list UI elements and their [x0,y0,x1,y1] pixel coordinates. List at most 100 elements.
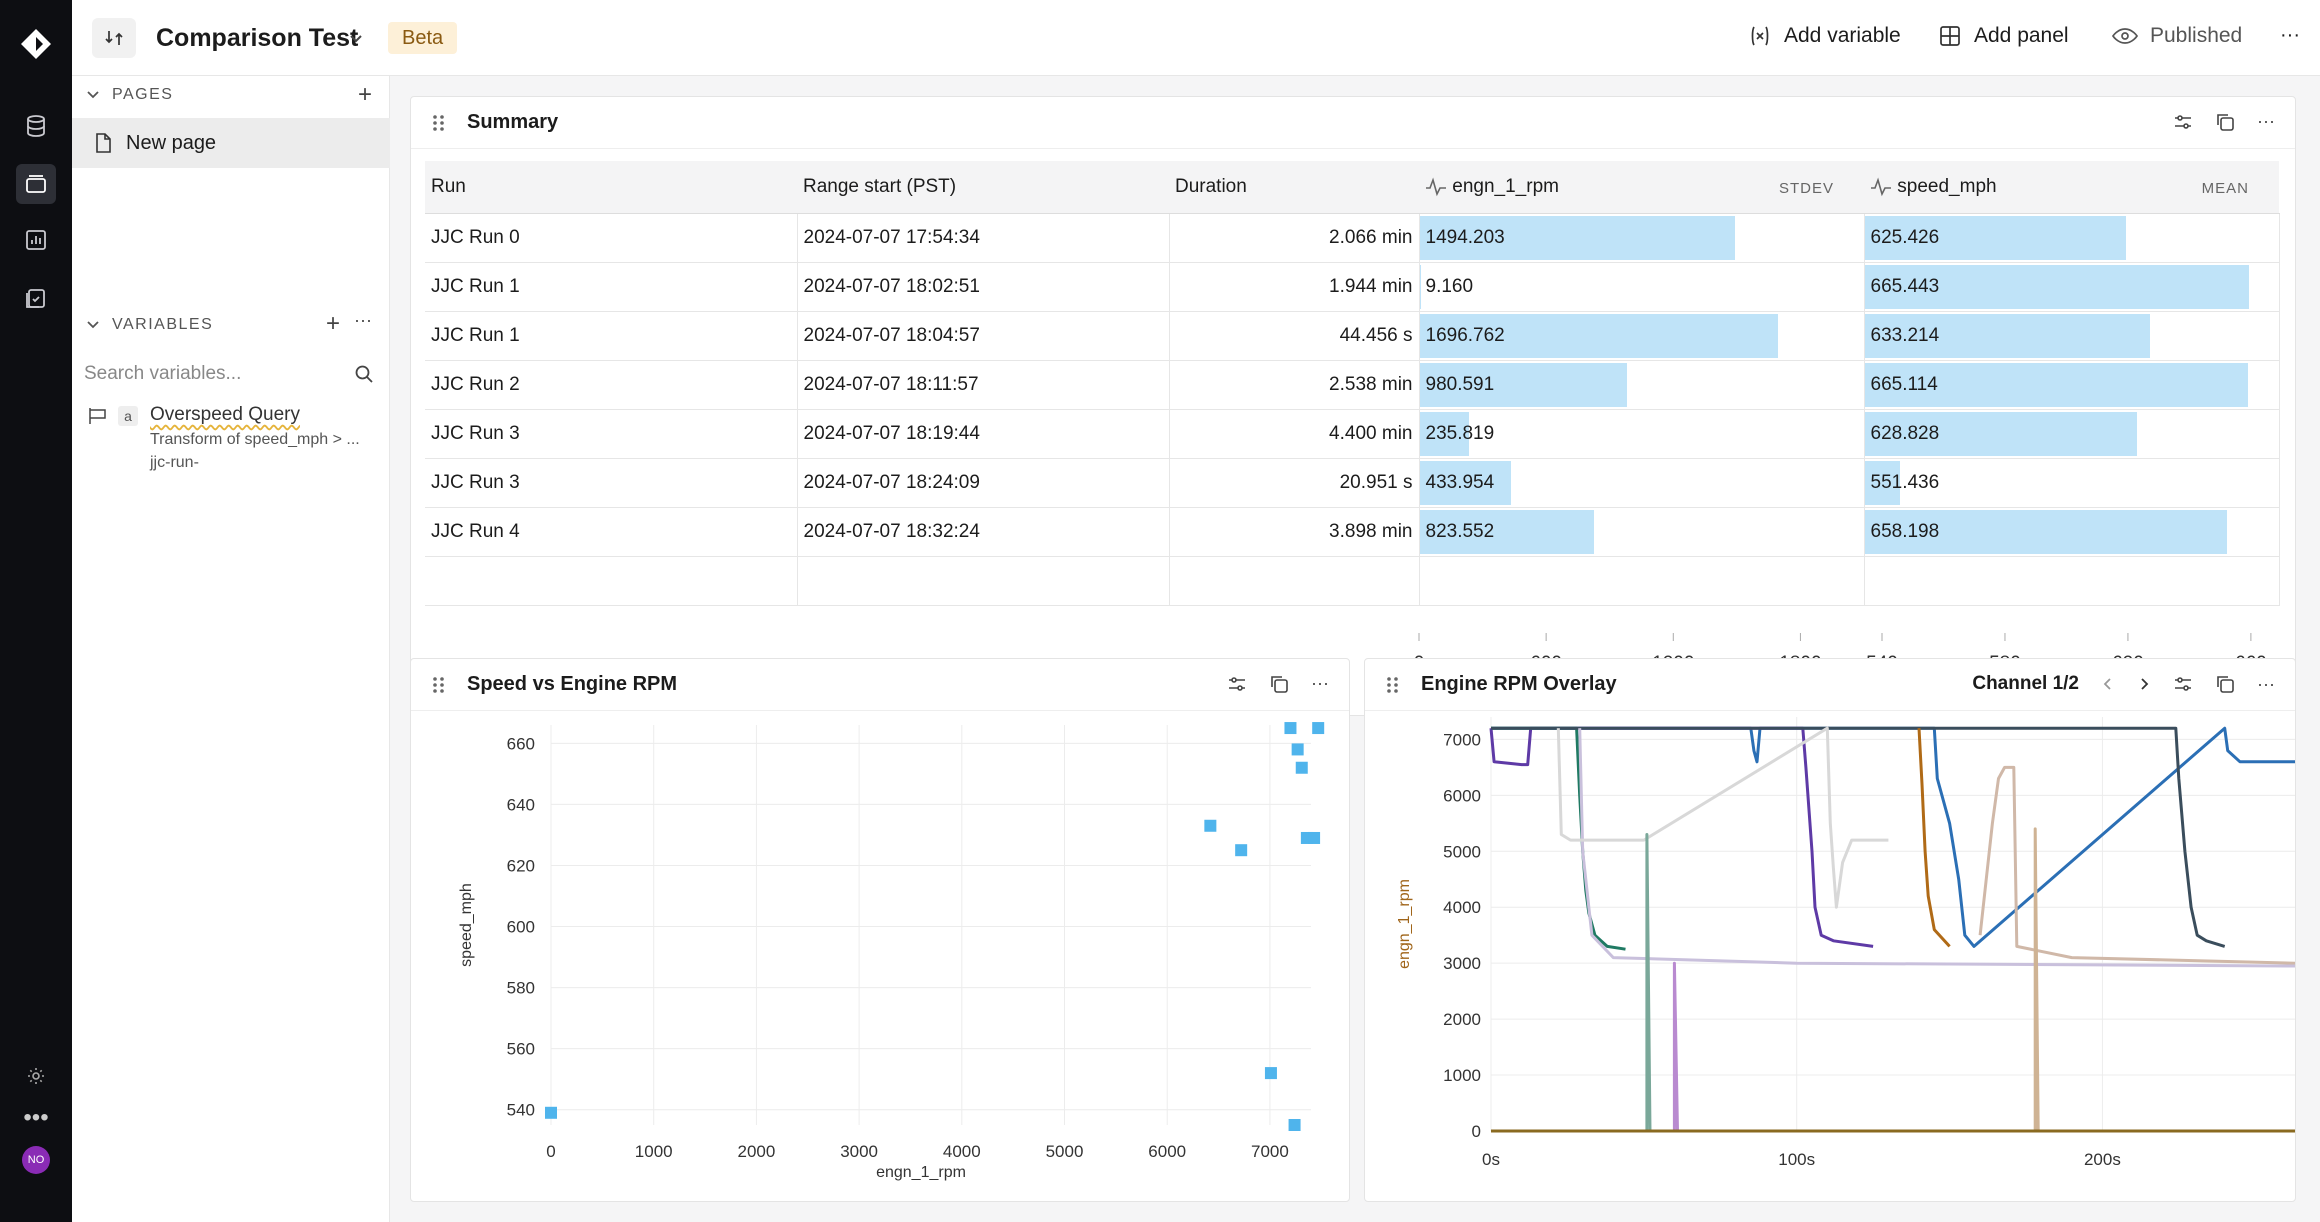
column-header-speed[interactable]: speed_mph MEAN [1864,161,2279,214]
series-line[interactable] [1489,726,1874,948]
chart-icon[interactable] [16,220,56,260]
series-line[interactable] [1578,728,2295,968]
x-tick-label: 4000 [943,1142,981,1161]
rpm-stat-label[interactable]: STDEV [1778,179,1834,197]
empty-cell [1169,556,1420,606]
column-header-duration[interactable]: Duration [1169,161,1419,214]
cell-run: JJC Run 1 [425,262,798,312]
scatter-point[interactable] [1291,743,1304,756]
series-line[interactable] [1491,726,2226,948]
pages-header-label: PAGES [112,86,174,103]
speed-bar [1864,509,2227,554]
more-options-icon[interactable]: ··· [2280,24,2300,46]
logo-icon[interactable] [16,24,56,64]
drag-handle-icon[interactable] [431,675,447,695]
series-line[interactable] [1917,728,1951,948]
summary-table: Run Range start (PST) Duration engn_1_rp… [425,161,2280,606]
speed-bar [1864,460,1900,505]
table-row[interactable]: JJC Run 2 2024-07-07 18:11:57 2.538 min 980… [425,360,2280,410]
rpm-bar [1419,215,1736,260]
cell-range-start: 2024-07-07 18:04:57 [797,311,1170,361]
panel-more-icon[interactable]: ··· [1311,673,1329,693]
sidebar-item-new-page[interactable]: New page [72,118,390,168]
variables-header-label: VARIABLES [112,316,214,333]
series-line[interactable] [1978,765,2295,965]
add-variable-icon[interactable]: + [326,310,341,337]
search-input[interactable] [84,363,344,385]
speed-stat-label[interactable]: MEAN [2201,179,2249,197]
panel-more-icon[interactable]: ··· [2257,673,2275,694]
y-tick-label: 600 [507,918,535,937]
pages-section-header[interactable]: PAGES [86,86,173,104]
panel-header: Summary ··· [411,97,2295,149]
settings-sliders-icon[interactable] [1227,674,1247,694]
add-panel-button[interactable]: Add panel [1938,24,2069,48]
panel-more-icon[interactable]: ··· [2257,111,2275,131]
series-line[interactable] [1556,726,1889,909]
chevron-left-icon[interactable] [2101,676,2115,692]
table-row[interactable]: JJC Run 3 2024-07-07 18:24:09 20.951 s 433.… [425,458,2280,508]
cell-duration: 4.400 min [1169,409,1420,459]
table-row[interactable]: JJC Run 4 2024-07-07 18:32:24 3.898 min 823… [425,507,2280,557]
scatter-point[interactable] [1308,831,1321,844]
cell-range-start: 2024-07-07 18:11:57 [797,360,1170,410]
theme-toggle-icon[interactable] [16,1056,56,1096]
series-line[interactable] [1491,726,2295,948]
duplicate-icon[interactable] [2215,112,2235,132]
scatter-point[interactable] [1288,1119,1301,1131]
workbooks-icon[interactable] [16,164,56,204]
scatter-point[interactable] [1312,722,1325,735]
scatter-point[interactable] [545,1106,557,1119]
chevron-right-icon[interactable] [2137,676,2151,692]
add-variable-button[interactable]: Add variable [1748,24,1901,48]
table-row[interactable]: JJC Run 1 2024-07-07 18:02:51 1.944 min 9.1… [425,262,2280,312]
table-row[interactable]: JJC Run 1 2024-07-07 18:04:57 44.456 s 1696… [425,311,2280,361]
series-line[interactable] [2033,827,2040,1132]
published-button[interactable]: Published [2112,24,2242,48]
variable-icon [1751,26,1769,46]
scatter-point[interactable] [1235,844,1248,857]
page-title[interactable]: Comparison Test [156,24,359,52]
drag-handle-icon[interactable] [1385,675,1401,695]
overlay-chart[interactable]: 0s 100s 200s 0 1000 2000 3000 4000 5000 6000 7000 e… [1365,711,2295,1201]
column-header-rpm[interactable]: engn_1_rpm STDEV [1419,161,1864,214]
scatter-point[interactable] [1295,761,1308,774]
drag-handle-icon[interactable] [431,113,447,133]
chevron-down-icon[interactable] [348,30,364,46]
x-tick-label: 200s [2084,1150,2121,1169]
speed-bar [1864,362,2249,407]
database-icon[interactable] [16,106,56,146]
variable-name: Overspeed Query [150,404,300,425]
column-header-run[interactable]: Run [425,161,797,214]
search-icon[interactable] [354,364,374,384]
variable-item[interactable]: a Overspeed Query Transform of speed_mph… [86,404,386,484]
scatter-point[interactable] [1204,819,1217,832]
table-row[interactable]: JJC Run 0 2024-07-07 17:54:34 2.066 min 149… [425,213,2280,263]
compare-icon[interactable] [92,18,136,58]
cell-run: JJC Run 4 [425,507,798,557]
scatter-chart[interactable]: 0 1000 2000 3000 4000 5000 6000 7000 540 560 580 60… [411,711,1349,1201]
duplicate-icon[interactable] [2215,674,2235,694]
top-bar: Comparison Test Beta Add variable Add pa… [72,0,2320,76]
cell-rpm: 9.160 [1419,262,1865,312]
scatter-point[interactable] [1264,1067,1277,1080]
add-panel-label: Add panel [1974,24,2069,47]
settings-sliders-icon[interactable] [2173,674,2193,694]
duplicate-icon[interactable] [1269,674,1289,694]
cell-duration: 2.066 min [1169,213,1420,263]
series-line[interactable] [1645,833,1652,1132]
variables-more-icon[interactable]: ··· [354,310,372,330]
more-icon[interactable]: ••• [23,1104,49,1131]
scatter-point[interactable] [1284,722,1297,735]
avatar[interactable]: NO [16,1140,56,1180]
table-row[interactable]: JJC Run 3 2024-07-07 18:19:44 4.400 min 235… [425,409,2280,459]
x-tick-label: 0s [1482,1150,1500,1169]
add-page-icon[interactable]: + [358,81,373,108]
settings-sliders-icon[interactable] [2173,112,2193,132]
variables-section-header[interactable]: VARIABLES [86,316,213,334]
column-header-range-start[interactable]: Range start (PST) [797,161,1169,214]
summary-panel: Summary ··· Run Range start (PST) Durati… [410,96,2296,716]
checklist-icon[interactable] [16,278,56,318]
series-line[interactable] [1672,961,1679,1132]
empty-cell [1864,556,2280,606]
